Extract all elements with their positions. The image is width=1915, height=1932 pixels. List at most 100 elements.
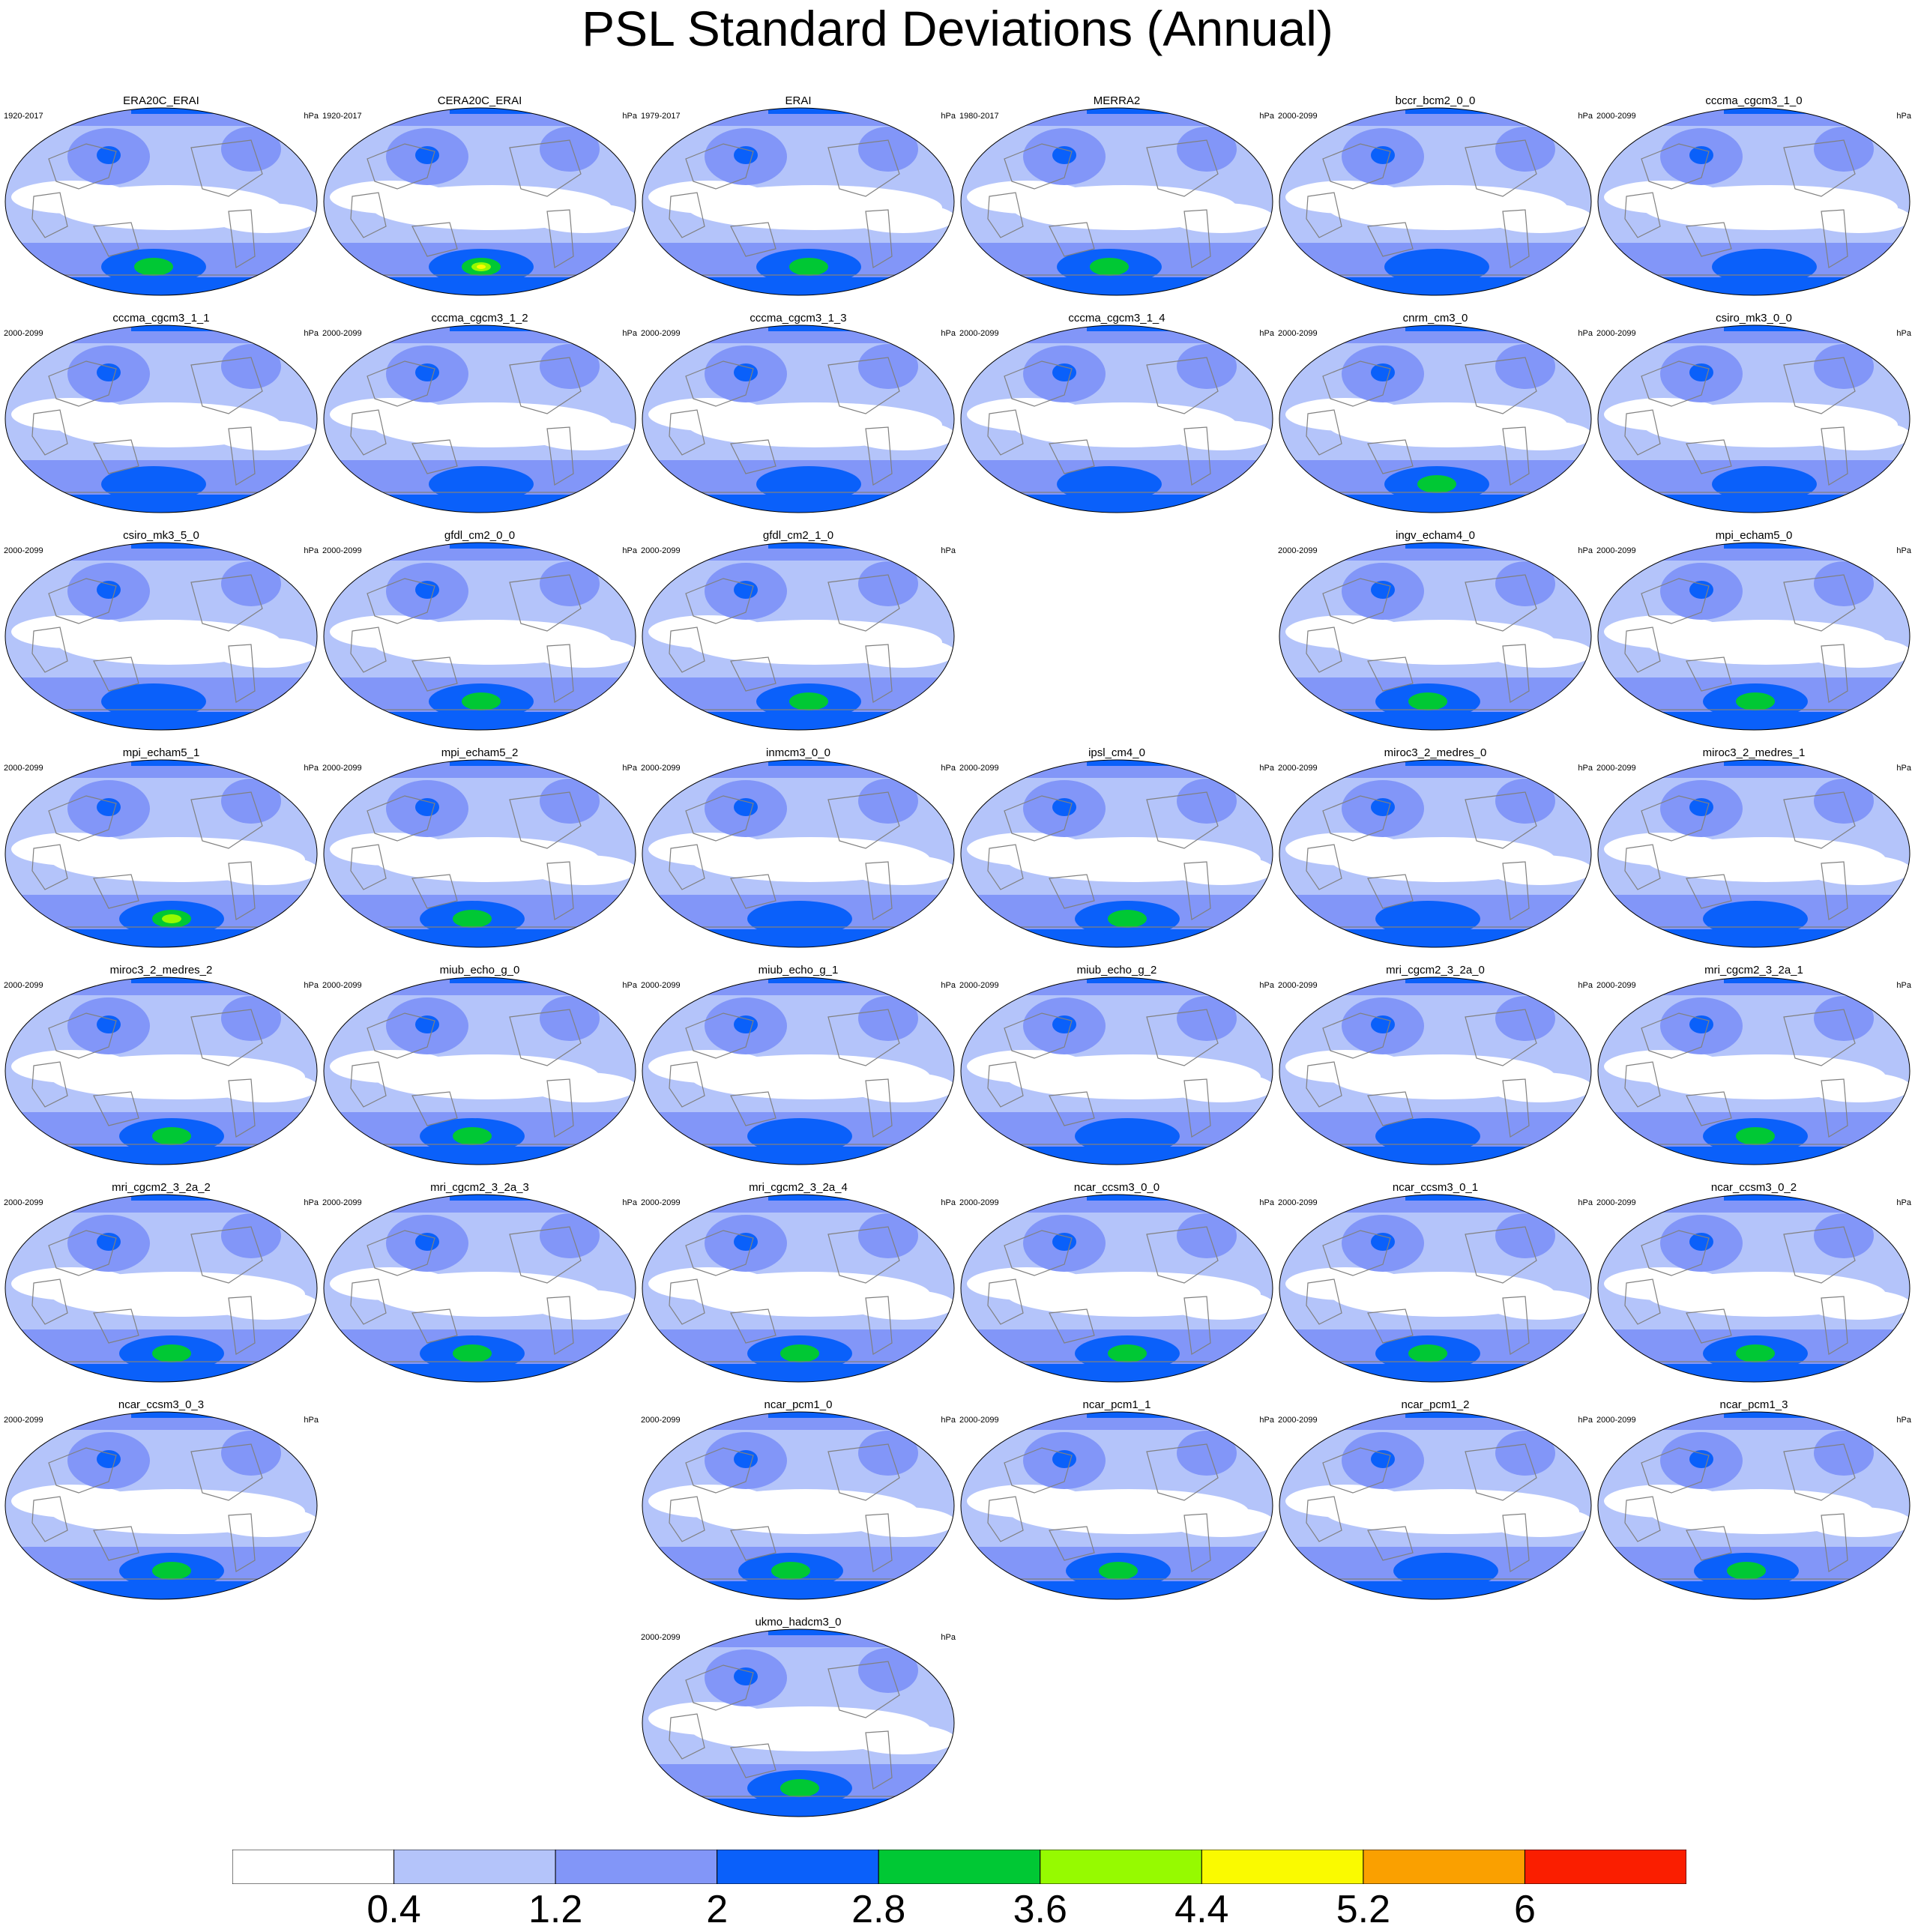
coastline: [190, 139, 263, 197]
map-border: [4, 542, 318, 731]
map-plot: [642, 1411, 955, 1600]
panel-title: mri_cgcm2_3_2a_3: [430, 1181, 529, 1194]
contour-level-3: [1371, 581, 1395, 599]
coastline: [1146, 357, 1219, 414]
contour-level-3: [450, 977, 570, 983]
map-panel: ukmo_hadcm3_0 2000-2099 hPa: [641, 1616, 956, 1818]
map-plot: [1597, 542, 1911, 731]
coastline: [1783, 139, 1856, 197]
map-panel: cccma_cgcm3_1_4 2000-2099 hPa: [959, 312, 1274, 514]
panel-title: ncar_ccsm3_0_2: [1710, 1181, 1797, 1194]
coastline: [509, 139, 582, 197]
contour-level-2: [1814, 1213, 1874, 1258]
contour-level-0: [11, 615, 131, 648]
contour-level-3: [1087, 977, 1207, 983]
panel-title: miroc3_2_medres_1: [1702, 746, 1806, 759]
coastline: [411, 1308, 458, 1344]
coastline: [228, 1296, 256, 1355]
contour-level-2: [858, 561, 918, 606]
panel-title: inmcm3_0_0: [766, 746, 830, 759]
contour-level-0: [1285, 833, 1405, 866]
panel-years: 1920-2017: [4, 112, 43, 121]
contour-level-3: [1087, 325, 1207, 331]
contour-level-3: [1405, 1412, 1525, 1418]
contour-level-4: [453, 1344, 492, 1362]
coastline: [865, 1513, 893, 1572]
contour-level-3: [1057, 466, 1162, 502]
contour-level-4: [152, 1344, 191, 1362]
coastline: [350, 409, 387, 456]
coastline: [1367, 1091, 1414, 1126]
coastline: [865, 861, 893, 920]
map-plot: [1597, 107, 1911, 296]
coastline: [1367, 222, 1414, 257]
contour-level-4: [1099, 1562, 1138, 1580]
panel-title: miub_echo_g_1: [758, 964, 839, 976]
panel-units: hPa: [1896, 329, 1911, 338]
contour-level-0: [648, 1702, 768, 1735]
panel-units: hPa: [1578, 1416, 1593, 1425]
contour-level-3: [1052, 363, 1076, 381]
panel-units: hPa: [941, 1198, 956, 1207]
panel-units: hPa: [1896, 764, 1911, 773]
map-plot: [323, 759, 636, 948]
contour-level-4: [1108, 1344, 1147, 1362]
panel-units: hPa: [304, 1198, 319, 1207]
coastline: [1783, 1443, 1856, 1501]
panel-title: ERA20C_ERAI: [123, 94, 199, 107]
coastline: [669, 627, 705, 673]
contour-level-3: [1371, 363, 1395, 381]
panel-units: hPa: [1259, 764, 1274, 773]
coastline: [1641, 1012, 1710, 1059]
coastline: [1821, 861, 1848, 920]
coastline: [48, 143, 117, 190]
coastline: [1306, 1061, 1342, 1108]
contour-level-3: [768, 977, 888, 983]
coastline: [1306, 409, 1342, 456]
coastline: [1624, 844, 1661, 890]
contour-level-4: [1736, 1344, 1775, 1362]
coastline: [827, 574, 900, 632]
panel-years: 2000-2099: [641, 546, 681, 555]
coastline: [1641, 578, 1710, 624]
coastline: [1004, 795, 1073, 842]
map-panel: ncar_ccsm3_0_2 2000-2099 hPa: [1596, 1181, 1911, 1383]
coastline: [865, 426, 893, 486]
map-panel: csiro_mk3_5_0 2000-2099 hPa: [4, 529, 319, 731]
map-plot: [1597, 976, 1911, 1165]
coastline: [669, 1713, 705, 1760]
colorbar-tick-label: 2.8: [851, 1888, 906, 1931]
map-plot: [4, 107, 318, 296]
map-panel: miroc3_2_medres_2 2000-2099 hPa: [4, 964, 319, 1166]
contour-level-3: [450, 1195, 570, 1201]
contour-level-3: [1689, 1233, 1713, 1251]
contour-level-3: [415, 798, 439, 816]
coastline: [1049, 1308, 1095, 1344]
coastline: [685, 143, 754, 190]
contour-level-3: [734, 1667, 758, 1685]
contour-level-3: [1689, 581, 1713, 599]
contour-level-2: [858, 1213, 918, 1258]
coastline: [1322, 1012, 1391, 1059]
panel-title: ncar_ccsm3_0_0: [1073, 1181, 1160, 1194]
coastline: [48, 360, 117, 407]
coastline: [1004, 1012, 1073, 1059]
contour-level-3: [131, 543, 251, 549]
coastline: [827, 357, 900, 414]
contour-level-0: [648, 615, 768, 648]
panel-years: 2000-2099: [1596, 329, 1636, 338]
panel-years: 2000-2099: [641, 981, 681, 990]
coastline: [1146, 1009, 1219, 1066]
coastline: [190, 357, 263, 414]
contour-level-3: [415, 1015, 439, 1033]
panel-years: 2000-2099: [1278, 1198, 1318, 1207]
contour-level-0: [648, 1050, 768, 1083]
panel-title: ncar_pcm1_1: [1082, 1398, 1151, 1411]
map-plot: [1597, 759, 1911, 948]
coastline: [1004, 143, 1073, 190]
contour-level-3: [1052, 146, 1076, 164]
panel-years: 2000-2099: [322, 981, 362, 990]
map-border: [960, 1411, 1273, 1600]
map-panel: ncar_pcm1_3 2000-2099 hPa: [1596, 1398, 1911, 1601]
contour-level-3: [768, 108, 888, 114]
